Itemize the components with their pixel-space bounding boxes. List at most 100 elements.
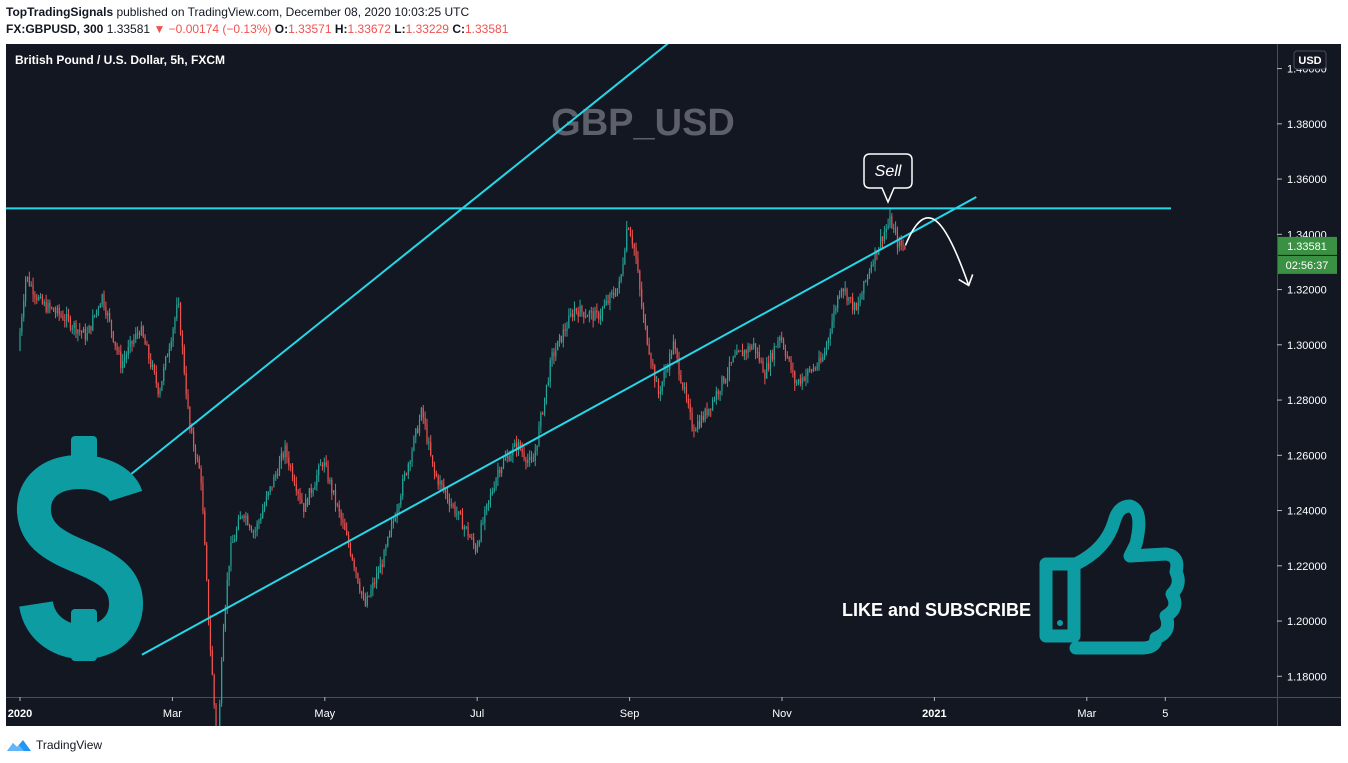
candle-up xyxy=(721,375,723,396)
candle-up xyxy=(870,261,872,274)
open-value: 1.33571 xyxy=(288,22,332,36)
candle-up xyxy=(280,447,282,469)
candle-up xyxy=(540,411,542,434)
candle-down xyxy=(359,578,361,594)
countdown-badge-text: 02:56:37 xyxy=(1286,260,1329,272)
candle-up xyxy=(590,306,592,320)
candle-up xyxy=(484,506,486,531)
candle-down xyxy=(473,532,475,550)
watermark-text: GBP_USD xyxy=(551,102,735,144)
candle-down xyxy=(54,306,57,319)
close-value: 1.33581 xyxy=(464,22,509,36)
candle-up xyxy=(527,453,529,468)
candle-down xyxy=(575,307,577,315)
price-tick-label: 1.28000 xyxy=(1287,395,1327,407)
candle-down xyxy=(635,242,637,265)
candle-up xyxy=(228,565,230,587)
price-tick-label: 1.38000 xyxy=(1287,119,1327,131)
candle-down xyxy=(794,370,796,391)
candle-down xyxy=(469,533,471,538)
candle-up xyxy=(241,515,243,520)
candle-up xyxy=(478,539,480,548)
candle-down xyxy=(435,470,437,478)
candle-up xyxy=(489,488,492,508)
candle-up xyxy=(620,273,622,284)
candle-up xyxy=(769,349,772,377)
drawings-group xyxy=(6,0,1171,656)
lower-channel-line[interactable] xyxy=(141,196,977,656)
candle-down xyxy=(183,344,185,376)
candle-up xyxy=(859,293,861,307)
candle-down xyxy=(209,615,212,657)
candle-up xyxy=(551,348,553,367)
chart-frame[interactable]: GBP_USD British Pound / U.S. Dollar, 5h,… xyxy=(6,0,1341,760)
upper-channel-line[interactable] xyxy=(122,0,931,482)
candle-up xyxy=(222,623,225,662)
candle-up xyxy=(94,314,96,319)
candle-down xyxy=(799,374,801,387)
candle-up xyxy=(411,447,413,467)
candle-down xyxy=(103,290,105,311)
candle-up xyxy=(379,556,381,574)
candle-up xyxy=(219,699,221,756)
candle-down xyxy=(36,293,38,304)
last-price-badge-text: 1.33581 xyxy=(1287,241,1327,253)
candle-up xyxy=(805,368,807,387)
time-axis[interactable]: 2020 Mar May Jul Sep Nov 2021 Mar 5 xyxy=(8,697,1169,720)
candle-down xyxy=(374,577,376,588)
candle-down xyxy=(51,306,53,310)
currency-badge[interactable]: USD xyxy=(1293,50,1327,70)
candle-down xyxy=(499,466,501,478)
candle-up xyxy=(174,316,176,334)
time-tick-label: 5 xyxy=(1162,708,1168,720)
candle-down xyxy=(200,465,202,491)
time-tick-label: Jul xyxy=(470,708,484,720)
candle-up xyxy=(797,378,800,386)
candle-down xyxy=(81,330,83,339)
candle-up xyxy=(316,469,318,491)
candle-down xyxy=(790,355,792,374)
candle-down xyxy=(581,304,583,317)
candle-up xyxy=(807,368,809,384)
price-tick-label: 1.26000 xyxy=(1287,450,1327,462)
candle-up xyxy=(318,463,320,482)
candle-down xyxy=(446,487,449,504)
candle-down xyxy=(426,418,428,445)
candles-group xyxy=(19,208,906,760)
candle-down xyxy=(592,307,594,328)
price-tick-label: 1.24000 xyxy=(1287,506,1327,518)
candle-up xyxy=(732,355,734,363)
candle-up xyxy=(719,390,721,402)
candle-down xyxy=(153,363,156,375)
candle-up xyxy=(323,457,325,473)
candle-up xyxy=(267,491,269,500)
candle-down xyxy=(642,302,645,324)
symbol-label: FX:GBPUSD, 300 xyxy=(6,22,104,36)
candle-up xyxy=(308,487,310,506)
publisher-name[interactable]: TopTradingSignals xyxy=(6,5,114,19)
candle-down xyxy=(405,472,408,476)
candle-up xyxy=(831,313,833,335)
candle-down xyxy=(467,521,469,541)
candle-down xyxy=(902,239,904,252)
candle-up xyxy=(570,308,572,318)
candle-down xyxy=(598,310,600,324)
candle-up xyxy=(122,353,124,374)
candle-down xyxy=(657,378,660,399)
candle-down xyxy=(215,703,217,740)
footer-brand[interactable]: TradingView xyxy=(36,738,103,752)
candle-down xyxy=(786,351,788,359)
candle-down xyxy=(596,303,598,319)
price-tick-label: 1.22000 xyxy=(1287,561,1327,573)
price-axis[interactable]: 1.400001.380001.360001.340001.320001.300… xyxy=(1277,64,1327,684)
candle-down xyxy=(204,507,206,546)
candle-down xyxy=(250,525,253,533)
candle-down xyxy=(148,344,150,364)
candle-down xyxy=(247,513,249,526)
footer: TradingView xyxy=(6,736,102,754)
candle-down xyxy=(437,473,439,490)
candle-up xyxy=(265,490,268,507)
candle-up xyxy=(775,345,777,348)
price-chart[interactable]: GBP_USD British Pound / U.S. Dollar, 5h,… xyxy=(6,0,1341,760)
candle-up xyxy=(409,460,411,472)
